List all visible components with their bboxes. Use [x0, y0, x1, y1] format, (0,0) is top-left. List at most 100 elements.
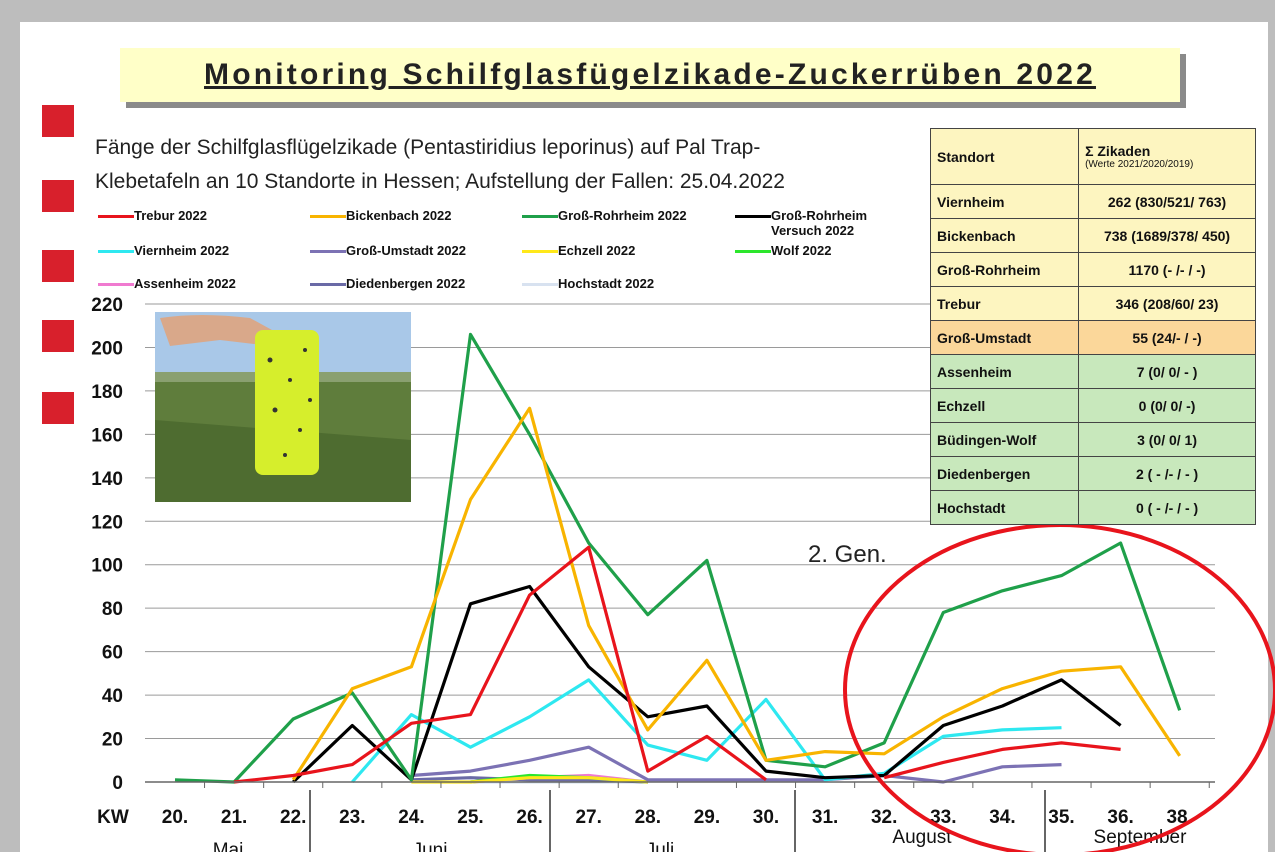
legend-item: Trebur 2022	[98, 208, 284, 223]
row-label: Viernheim	[931, 185, 1079, 219]
y-tick-label: 160	[91, 425, 123, 446]
row-value: 738 (1689/378/ 450)	[1079, 219, 1256, 253]
header-cell: Standort	[931, 129, 1079, 185]
x-tick-label: 32.	[871, 807, 897, 828]
row-value: 7 (0/ 0/ - )	[1079, 355, 1256, 389]
legend-swatch	[735, 215, 771, 218]
annotation: 2. Gen.	[808, 541, 887, 568]
table-header: Standort Σ Zikaden(Werte 2021/2020/2019)	[931, 129, 1256, 185]
x-tick-label: 28.	[635, 807, 661, 828]
x-tick-label: 22.	[280, 807, 306, 828]
row-label: Diedenbergen	[931, 457, 1079, 491]
group-label: Juni	[413, 840, 448, 852]
row-value: 2 ( - /- / - )	[1079, 457, 1256, 491]
subtitle: Klebetafeln an 10 Standorte in Hessen; A…	[95, 170, 785, 194]
y-tick-label: 120	[91, 512, 123, 533]
y-tick-label: 140	[91, 469, 123, 490]
group-label: Juli	[646, 840, 675, 852]
table-row: Trebur346 (208/60/ 23)	[931, 287, 1256, 321]
legend-label: Viernheim 2022	[134, 243, 284, 258]
bullet	[42, 180, 74, 212]
x-tick-label: 23.	[339, 807, 365, 828]
group-label: Mai	[213, 840, 244, 852]
x-axis-label: KW	[97, 807, 129, 828]
header-text: Σ Zikaden	[1085, 143, 1150, 159]
legend-item: Bickenbach 2022	[310, 208, 496, 223]
row-label: Hochstadt	[931, 491, 1079, 525]
legend-label: Trebur 2022	[134, 208, 284, 223]
row-value: 0 (0/ 0/ -)	[1079, 389, 1256, 423]
header-cell: Σ Zikaden(Werte 2021/2020/2019)	[1079, 129, 1256, 185]
subtitle: Fänge der Schilfglasflügelzikade (Pentas…	[95, 136, 760, 160]
row-value: 346 (208/60/ 23)	[1079, 287, 1256, 321]
legend-item: Groß-Umstadt 2022	[310, 243, 496, 258]
legend-label: Groß-Umstadt 2022	[346, 243, 496, 258]
row-label: Büdingen-Wolf	[931, 423, 1079, 457]
x-tick-label: 31.	[812, 807, 838, 828]
bullet	[42, 392, 74, 424]
legend-swatch	[310, 215, 346, 218]
bullet	[42, 250, 74, 282]
y-tick-label: 0	[112, 773, 123, 794]
legend-swatch	[98, 215, 134, 218]
legend-swatch	[522, 215, 558, 218]
legend-swatch	[522, 283, 558, 286]
y-tick-label: 200	[91, 338, 123, 359]
x-tick-label: 20.	[162, 807, 188, 828]
legend-item: Assenheim 2022	[98, 276, 284, 291]
x-tick-label: 25.	[457, 807, 483, 828]
title: Monitoring Schilfglasfügelzikade-Zuckerr…	[120, 48, 1180, 102]
x-tick-label: 21.	[221, 807, 247, 828]
x-tick-label: 36.	[1107, 807, 1133, 828]
legend-item: Echzell 2022	[522, 243, 708, 258]
frame-left	[0, 0, 20, 852]
row-value: 0 ( - /- / - )	[1079, 491, 1256, 525]
row-label: Assenheim	[931, 355, 1079, 389]
legend-item: Viernheim 2022	[98, 243, 284, 258]
legend-label: Wolf 2022	[771, 243, 883, 258]
row-value: 262 (830/521/ 763)	[1079, 185, 1256, 219]
table: Standort Σ Zikaden(Werte 2021/2020/2019)…	[930, 128, 1256, 525]
y-tick-label: 40	[102, 686, 123, 707]
x-tick-label: 30.	[753, 807, 779, 828]
row-value: 1170 (- /- / -)	[1079, 253, 1256, 287]
legend-swatch	[310, 283, 346, 286]
x-tick-label: 35.	[1048, 807, 1074, 828]
y-tick-label: 80	[102, 599, 123, 620]
legend-label: Groß-Rohrheim Versuch 2022	[771, 208, 883, 238]
legend-label: Groß-Rohrheim 2022	[558, 208, 708, 223]
x-tick-label: 34.	[989, 807, 1015, 828]
x-tick-label: 38.	[1166, 807, 1192, 828]
row-label: Groß-Rohrheim	[931, 253, 1079, 287]
x-tick-label: 29.	[694, 807, 720, 828]
legend-swatch	[522, 250, 558, 253]
y-tick-label: 20	[102, 730, 123, 751]
legend-label: Bickenbach 2022	[346, 208, 496, 223]
legend-item: Groß-Rohrheim 2022	[522, 208, 708, 223]
legend-label: Assenheim 2022	[134, 276, 284, 291]
y-tick-label: 180	[91, 382, 123, 403]
legend-label: Echzell 2022	[558, 243, 708, 258]
row-label: Groß-Umstadt	[931, 321, 1079, 355]
legend-label: Hochstadt 2022	[558, 276, 708, 291]
table-row: Bickenbach738 (1689/378/ 450)	[931, 219, 1256, 253]
y-tick-label: 220	[91, 295, 123, 316]
legend-label: Diedenbergen 2022	[346, 276, 496, 291]
bullet	[42, 320, 74, 352]
x-tick-label: 26.	[516, 807, 542, 828]
row-value: 3 (0/ 0/ 1)	[1079, 423, 1256, 457]
legend-item: Wolf 2022	[735, 243, 883, 258]
row-label: Trebur	[931, 287, 1079, 321]
frame-top	[0, 0, 1275, 22]
photo	[155, 312, 411, 502]
legend-item: Diedenbergen 2022	[310, 276, 496, 291]
x-tick-label: 24.	[398, 807, 424, 828]
